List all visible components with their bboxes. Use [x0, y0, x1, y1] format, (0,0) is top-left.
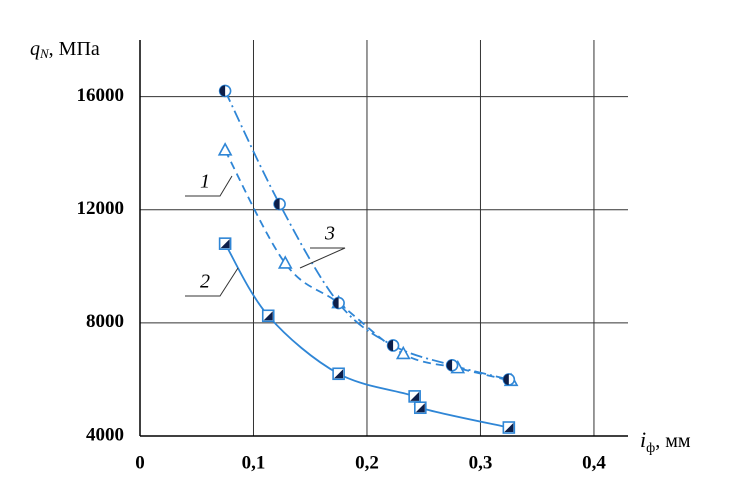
- y-tick-label: 8000: [86, 311, 124, 332]
- series-label: 2: [200, 271, 210, 293]
- marker-fill: [410, 391, 420, 401]
- marker-fill: [415, 403, 425, 413]
- marker-fill: [274, 198, 280, 210]
- marker-fill: [333, 297, 339, 309]
- y-axis-label: qN, МПа: [30, 38, 100, 61]
- marker: [395, 345, 411, 360]
- y-tick-label: 12000: [77, 198, 125, 219]
- series-line: [224, 90, 510, 381]
- marker-fill: [219, 85, 226, 97]
- marker-fill: [334, 369, 344, 379]
- series-label: 1: [200, 171, 210, 193]
- leader-line: [185, 267, 239, 297]
- y-tick-label: 16000: [77, 85, 125, 106]
- x-tick-label: 0,4: [582, 452, 606, 473]
- x-tick-label: 0,3: [469, 452, 493, 473]
- series-line: [224, 243, 510, 429]
- leader-line: [299, 247, 346, 269]
- x-tick-label: 0,1: [242, 452, 266, 473]
- y-tick-label: 4000: [86, 424, 124, 445]
- x-tick-label: 0,2: [355, 452, 379, 473]
- x-axis-label: iф, мм: [640, 427, 691, 456]
- series-label: 3: [324, 223, 335, 245]
- marker-fill: [387, 339, 394, 351]
- marker-fill: [263, 311, 273, 321]
- marker: [277, 255, 293, 269]
- x-tick-label: 0: [135, 452, 145, 473]
- series-line: [224, 149, 512, 382]
- marker-fill: [446, 359, 453, 371]
- marker-fill: [220, 239, 230, 249]
- marker-fill: [503, 373, 509, 385]
- marker: [217, 142, 233, 156]
- marker-fill: [504, 423, 514, 433]
- leader-line: [185, 175, 233, 197]
